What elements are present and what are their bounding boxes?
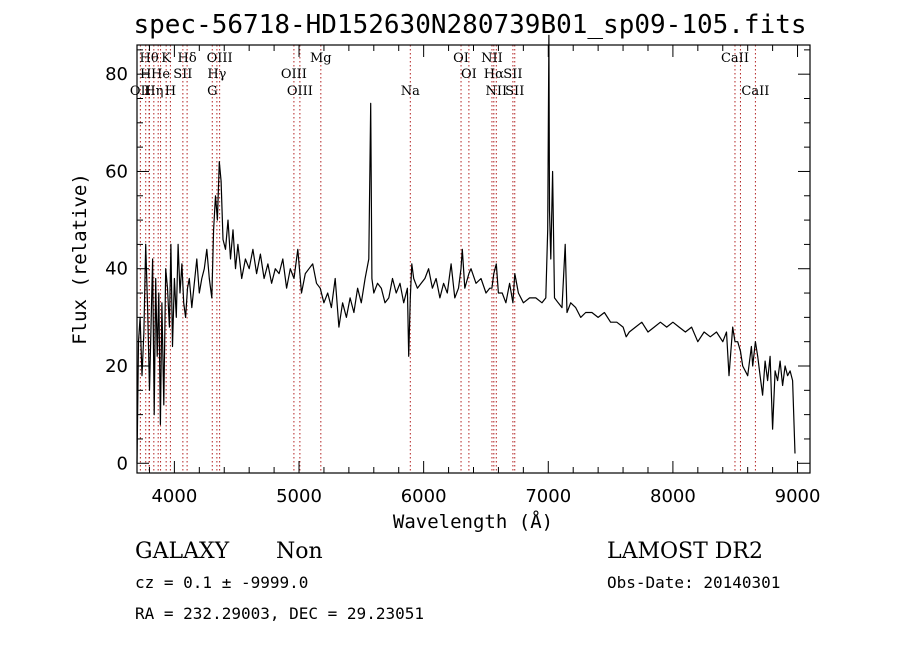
- x-tick-label: 8000: [650, 486, 696, 507]
- y-tick-label: 40: [105, 259, 128, 280]
- line-label: NII: [485, 84, 507, 99]
- plot-frame: [136, 44, 811, 474]
- y-tick-label: 20: [105, 356, 128, 377]
- chart-title: spec-56718-HD152630N280739B01_sp09-105.f…: [133, 10, 806, 40]
- line-label: CaII: [721, 51, 749, 66]
- line-label: OI: [461, 67, 477, 82]
- line-label: OIII: [207, 51, 233, 66]
- x-axis-label: Wavelength (Å): [393, 510, 553, 533]
- line-label: Hα: [484, 67, 504, 82]
- line-label: OII: [130, 84, 151, 99]
- coords-text: RA = 232.29003, DEC = 29.23051: [135, 604, 424, 623]
- spectrum-line: [136, 34, 796, 464]
- line-label: Hθ: [140, 51, 159, 66]
- x-tick-label: 5000: [276, 486, 322, 507]
- line-label: NII: [481, 51, 503, 66]
- line-label: K: [161, 51, 171, 66]
- line-label: SII: [503, 67, 522, 82]
- line-label: Hδ: [178, 51, 197, 66]
- line-label: H: [140, 67, 151, 82]
- object-subclass: Non: [276, 539, 323, 564]
- line-label: H: [165, 84, 176, 99]
- redshift-text: cz = 0.1 ± -9999.0: [135, 573, 308, 592]
- y-axis-label: Flux (relative): [69, 173, 91, 345]
- y-tick-label: 80: [105, 64, 128, 85]
- x-tick-label: 7000: [525, 486, 571, 507]
- y-axis: 0 20 40 60 80: [105, 49, 810, 474]
- line-label: Na: [401, 84, 420, 99]
- line-label: Hγ: [207, 67, 226, 82]
- obs-date-text: Obs-Date: 20140301: [607, 573, 780, 592]
- line-label: OIII: [281, 67, 307, 82]
- y-tick-label: 60: [105, 161, 128, 182]
- line-label: OIII: [287, 84, 313, 99]
- x-tick-label: 6000: [401, 486, 447, 507]
- line-label: SII: [173, 67, 192, 82]
- line-label: Hη: [144, 84, 163, 99]
- line-label: SII: [505, 84, 524, 99]
- line-label: CaII: [741, 84, 769, 99]
- plot-area: [136, 34, 796, 473]
- line-label: Mg: [310, 51, 332, 66]
- line-label: He: [151, 67, 170, 82]
- x-axis: 4000 5000 6000 7000 8000 9000: [148, 45, 821, 507]
- object-class: GALAXY: [135, 539, 230, 564]
- survey-name: LAMOST DR2: [607, 539, 763, 564]
- line-label: OI: [453, 51, 469, 66]
- y-tick-label: 0: [117, 453, 128, 474]
- x-tick-label: 9000: [775, 486, 821, 507]
- x-tick-label: 4000: [151, 486, 197, 507]
- line-label: G: [207, 84, 217, 99]
